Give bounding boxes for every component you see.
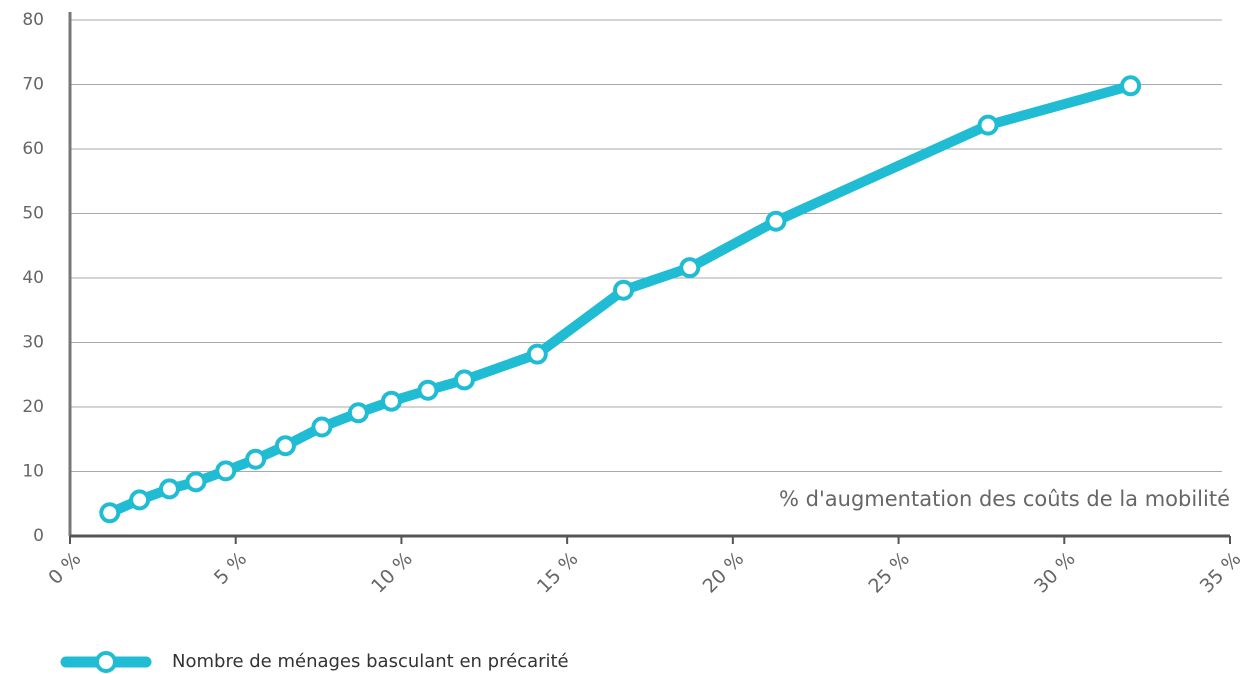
- x-tick-label: 35 %: [1196, 548, 1243, 598]
- legend-marker: [95, 651, 117, 673]
- data-marker: [977, 114, 999, 136]
- data-marker: [453, 369, 475, 391]
- y-tick-label: 60: [22, 139, 44, 159]
- data-marker: [612, 279, 634, 301]
- y-tick-label: 40: [22, 268, 44, 288]
- y-tick-label: 70: [22, 75, 44, 95]
- x-tick-label: 30 %: [1030, 548, 1080, 598]
- x-tick-label: 10 %: [367, 548, 417, 598]
- data-marker: [380, 390, 402, 412]
- data-marker: [274, 435, 296, 457]
- legend-label: Nombre de ménages basculant en précarité: [172, 651, 569, 672]
- x-tick-label: 15 %: [533, 548, 583, 598]
- data-marker: [158, 478, 180, 500]
- y-tick-label: 80: [22, 10, 44, 30]
- y-tick-label: 10: [22, 462, 44, 482]
- y-tick-label: 20: [22, 397, 44, 417]
- x-tick-label: 20 %: [699, 548, 749, 598]
- data-marker: [417, 379, 439, 401]
- x-tick-label: 25 %: [864, 548, 914, 598]
- data-marker: [526, 343, 548, 365]
- y-tick-label: 50: [22, 204, 44, 224]
- data-marker: [99, 502, 121, 524]
- data-marker: [311, 416, 333, 438]
- data-marker: [347, 402, 369, 424]
- data-marker: [185, 471, 207, 493]
- x-axis-label: % d'augmentation des coûts de la mobilit…: [779, 487, 1230, 511]
- data-marker: [245, 448, 267, 470]
- data-marker: [765, 210, 787, 232]
- x-tick-label: 5 %: [210, 548, 251, 589]
- y-tick-label: 0: [33, 526, 44, 546]
- x-tick-label: 0 %: [44, 548, 85, 589]
- data-marker: [1120, 75, 1142, 97]
- data-marker: [679, 257, 701, 279]
- y-tick-label: 30: [22, 333, 44, 353]
- data-marker: [215, 460, 237, 482]
- data-marker: [129, 489, 151, 511]
